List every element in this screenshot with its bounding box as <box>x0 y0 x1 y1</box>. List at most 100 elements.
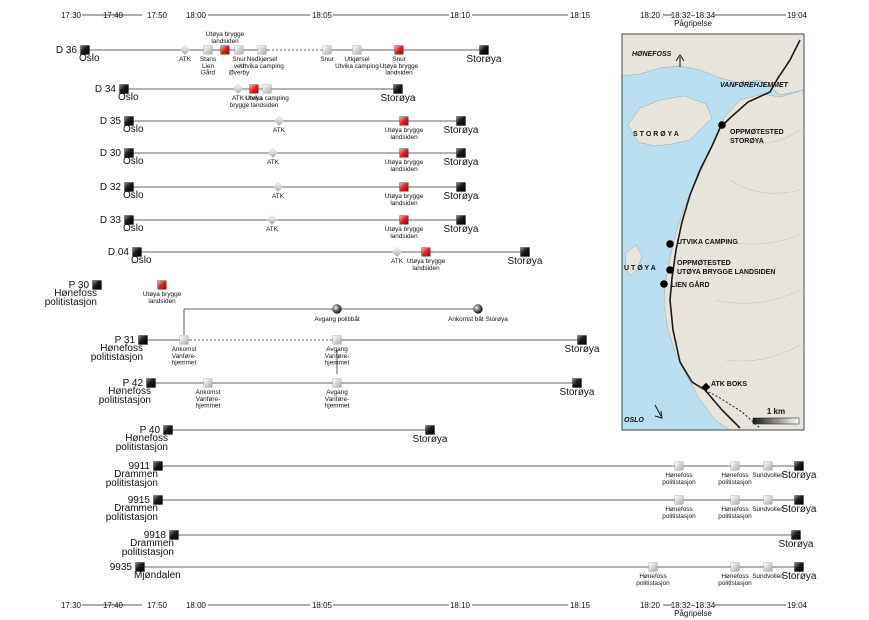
tick-1730: 17:30 <box>61 11 82 20</box>
stop-label: Hønefoss politistasjon <box>718 573 752 587</box>
stop-marker <box>399 116 409 126</box>
stop-marker <box>674 495 684 505</box>
stop-label: ATK <box>273 127 286 134</box>
unit-code: D 04 <box>108 247 130 258</box>
unit-code: 9911 <box>128 461 150 472</box>
marker-oppmote-utoya <box>666 266 674 274</box>
origin-label: Oslo <box>123 156 144 167</box>
time-axis-top: 17:30 17:40 17:50 18:00 18:05 18:10 18:1… <box>61 11 808 28</box>
stop-label: Utøya brygge landsiden <box>385 226 424 240</box>
origin-marker <box>119 84 129 94</box>
tick-1820-bottom: 18:20 <box>640 601 661 610</box>
origin-label: Mjøndalen <box>134 570 181 581</box>
tick-1730-bottom: 17:30 <box>61 601 82 610</box>
marker-atk-boks <box>701 382 711 392</box>
stop-marker <box>352 45 362 55</box>
boat-label: Ankomst båt Storøya <box>448 315 508 323</box>
stop-label: Utvika camping <box>245 95 289 102</box>
tick-1815-bottom: 18:15 <box>570 601 591 610</box>
origin-label: Oslo <box>118 92 139 103</box>
boat-marker <box>332 304 342 314</box>
destination-marker <box>794 562 804 572</box>
map-road <box>669 39 801 429</box>
stop-label: Utøya brygge landsiden <box>143 291 182 305</box>
stop-label: Utøya brygge landsiden <box>385 159 424 173</box>
arrest-label-bottom: Pågripelse <box>674 609 712 618</box>
stop-marker-atk <box>180 45 190 55</box>
stop-marker <box>399 148 409 158</box>
tick-1810: 18:10 <box>450 11 471 20</box>
stop-label: Stans Lien Gård <box>200 56 216 77</box>
origin-marker <box>124 215 134 225</box>
stop-marker-atk <box>274 116 284 126</box>
label-utoya: U T Ø Y A <box>624 265 656 272</box>
tick-1815: 18:15 <box>570 11 591 20</box>
destination-marker <box>572 378 582 388</box>
destination-marker <box>577 335 587 345</box>
map-inset: HØNEFOSS VANFØREHJEMMET S T O R Ø Y A U … <box>621 33 805 431</box>
origin-marker <box>146 378 156 388</box>
label-oppmote-utoya-2: UTØYA BRYGGE LANDSIDEN <box>677 269 775 276</box>
tick-1832: 18:32–18:34 <box>671 11 716 20</box>
stop-label: Hønefoss politistasjon <box>662 506 696 520</box>
origin-marker <box>163 425 173 435</box>
stop-marker <box>234 45 244 55</box>
stop-label: Sundvollen <box>752 573 784 580</box>
map-storoya-island <box>627 95 713 147</box>
map-land-east <box>663 89 804 430</box>
stop-marker <box>399 215 409 225</box>
destination-marker <box>794 495 804 505</box>
destination-marker <box>425 425 435 435</box>
tick-1740-bottom: 17:40 <box>103 601 124 610</box>
label-utvika-camping: UTVIKA CAMPING <box>677 239 738 246</box>
boat-marker <box>473 304 483 314</box>
stop-marker <box>262 84 272 94</box>
stop-label: Utkjørsel Utvika camping <box>335 56 379 70</box>
stop-label: Hønefoss politistasjon <box>662 472 696 486</box>
destination-label: Storøya <box>443 125 478 136</box>
stop-marker <box>220 45 230 55</box>
unit-code: 9935 <box>110 562 133 573</box>
stop-marker <box>203 45 213 55</box>
stop-marker-atk <box>273 182 283 192</box>
origin-marker <box>80 45 90 55</box>
marker-utvika-camping <box>666 240 674 248</box>
origin-label: Drammen politistasjon <box>106 503 158 523</box>
south-arrow-icon <box>654 404 663 419</box>
stop-label: Sundvollen <box>752 506 784 513</box>
destination-marker <box>479 45 489 55</box>
origin-label: Drammen politistasjon <box>122 538 174 558</box>
stop-marker <box>399 182 409 192</box>
north-arrow-icon <box>675 54 685 67</box>
stop-marker-atk <box>268 148 278 158</box>
stop-label: Hønefoss politistasjon <box>636 573 670 587</box>
unit-code: P 42 <box>123 378 144 389</box>
origin-label: Hønefoss politistasjon <box>99 386 151 406</box>
unit-code: P 40 <box>140 425 161 436</box>
destination-label: Storøya <box>412 434 447 445</box>
destination-marker <box>456 215 466 225</box>
stop-label: Hønefoss politistasjon <box>718 506 752 520</box>
unit-code: 9915 <box>128 495 151 506</box>
stop-marker <box>179 335 189 345</box>
destination-marker <box>791 530 801 540</box>
stop-marker <box>203 378 213 388</box>
origin-marker <box>153 495 163 505</box>
destination-label: Storøya <box>507 256 542 267</box>
stop-marker <box>332 378 342 388</box>
tick-1820: 18:20 <box>640 11 661 20</box>
stop-label: ATK <box>272 193 285 200</box>
origin-marker <box>132 247 142 257</box>
stop-label: ATK <box>232 95 245 102</box>
origin-marker <box>169 530 179 540</box>
label-oppmote-storoya-1: OPPMØTESTED <box>730 129 784 136</box>
stop-label: ATK <box>267 159 280 166</box>
